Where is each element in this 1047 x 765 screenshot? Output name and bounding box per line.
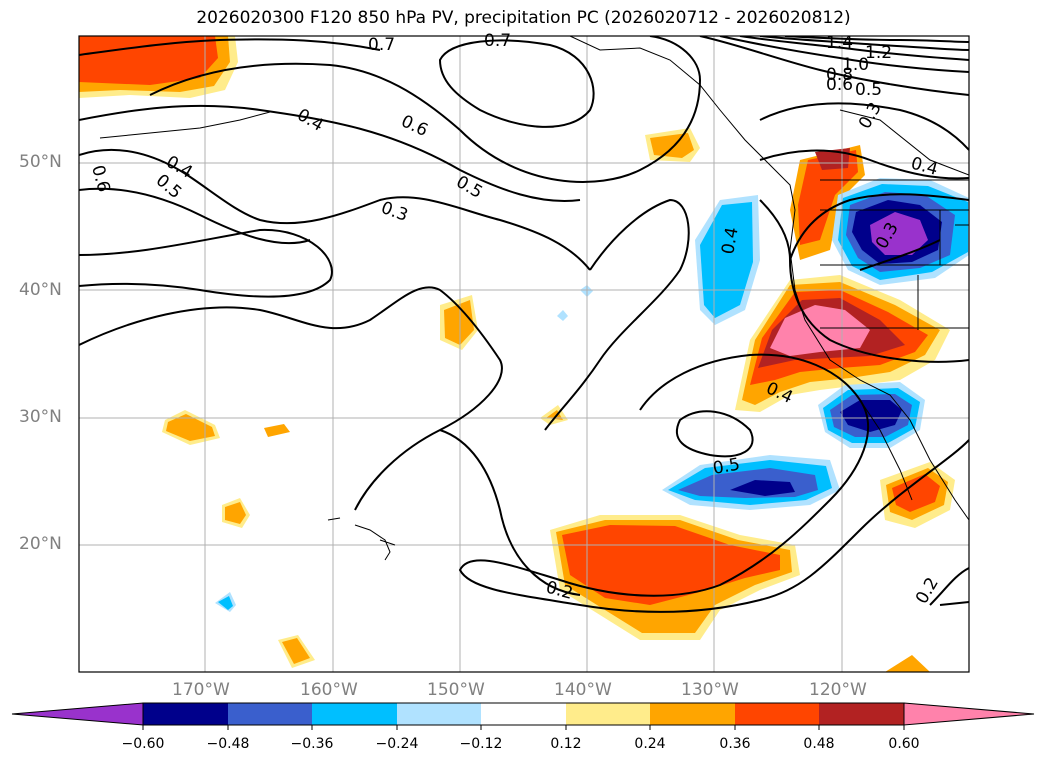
colorbar-extend-min xyxy=(11,702,144,726)
contour-label: 0.3 xyxy=(378,198,410,226)
colorbar-segment xyxy=(481,703,566,725)
contour-label: 0.7 xyxy=(368,35,395,55)
contour-label: 0.4 xyxy=(909,154,940,180)
colorbar-tick-label: 0.12 xyxy=(550,736,582,752)
colorbar-frame xyxy=(142,702,905,726)
contour-label: 0.4 xyxy=(718,226,742,256)
colorbar-tick-label: 0.60 xyxy=(888,736,920,752)
contour-label: 0.7 xyxy=(484,31,511,51)
lat-label: 20°N xyxy=(19,534,62,554)
contour-label: 1.2 xyxy=(865,43,892,63)
contour-label: 1.0 xyxy=(842,55,869,75)
lon-label: 140°W xyxy=(554,680,612,700)
lon-label: 160°W xyxy=(300,680,358,700)
contour-label: 0.6 xyxy=(398,111,431,141)
gridlines xyxy=(79,36,969,672)
lon-label: 120°W xyxy=(809,680,867,700)
colorbar xyxy=(11,702,1035,730)
lat-label: 40°N xyxy=(19,280,62,300)
pv-contours xyxy=(79,36,969,613)
colorbar-segment xyxy=(143,703,228,725)
colorbar-segment xyxy=(819,703,904,725)
precip-negative-shading xyxy=(215,178,969,612)
colorbar-tick-label: 0.48 xyxy=(803,736,835,752)
contour-label: 0.2 xyxy=(912,574,943,607)
colorbar-segment xyxy=(650,703,735,725)
contour-label: 1.4 xyxy=(826,33,853,53)
map-frame xyxy=(78,35,970,673)
colorbar-tick-label: −0.36 xyxy=(290,736,334,752)
contour-label: 0.8 xyxy=(826,65,853,85)
colorbar-segment xyxy=(566,703,650,725)
lon-label: 170°W xyxy=(172,680,230,700)
coastlines xyxy=(99,36,969,561)
contour-label: 0.5 xyxy=(711,455,741,479)
map-title: 2026020300 F120 850 hPa PV, precipitatio… xyxy=(196,8,851,28)
colorbar-segment xyxy=(397,703,481,725)
colorbar-tick-label: −0.24 xyxy=(375,736,419,752)
colorbar-tick-label: 0.36 xyxy=(719,736,751,752)
lat-label: 50°N xyxy=(19,152,62,172)
colorbar-segment xyxy=(228,703,312,725)
lon-label: 150°W xyxy=(427,680,485,700)
colorbar-tick-label: −0.12 xyxy=(459,736,503,752)
colorbar-tick-label: 0.24 xyxy=(634,736,666,752)
contour-label: 0.5 xyxy=(855,80,882,100)
colorbar-tick-label: −0.60 xyxy=(121,736,165,752)
lon-label: 130°W xyxy=(681,680,739,700)
precip-positive-shading xyxy=(79,36,955,672)
contour-label: 0.4 xyxy=(294,105,327,136)
colorbar-segment xyxy=(312,703,397,725)
lat-label: 30°N xyxy=(19,407,62,427)
contour-label: 0.6 xyxy=(826,75,853,95)
contour-label: 0.5 xyxy=(453,172,486,203)
colorbar-tick-label: −0.48 xyxy=(206,736,250,752)
colorbar-segment xyxy=(735,703,819,725)
colorbar-extend-max xyxy=(903,702,1035,726)
contour-value-labels: 0.7 0.7 0.4 0.6 0.5 0.3 0.4 0.5 0.6 1.4 … xyxy=(87,31,943,608)
colorbar-tick-marks xyxy=(142,725,905,730)
